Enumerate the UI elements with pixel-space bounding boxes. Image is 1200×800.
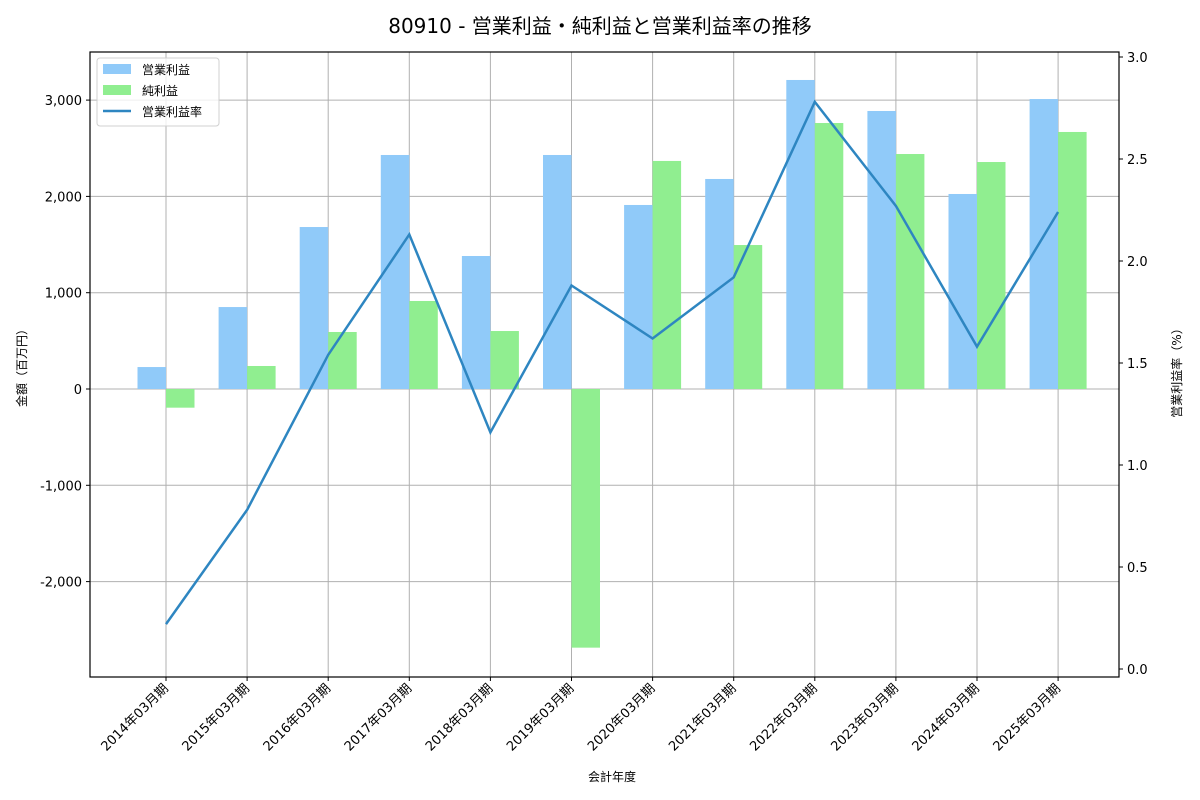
x-axis: 2014年03月期 2015年03月期 2016年03月期 2017年03月期 2018… (99, 677, 1064, 755)
y-tick-label: -2,000 (40, 576, 82, 591)
legend-swatch-operating-profit (103, 64, 131, 74)
x-tick-label: 2022年03月期 (747, 681, 820, 754)
legend-label: 営業利益 (142, 63, 190, 77)
x-tick-label: 2023年03月期 (828, 681, 901, 754)
plot-frame (89, 51, 1120, 678)
bar-operating-profit (624, 204, 653, 389)
bar-operating-profit (461, 256, 491, 389)
x-tick-label: 2016年03月期 (261, 681, 334, 754)
bar-net-profit (328, 331, 357, 389)
bar-operating-profit (137, 367, 166, 389)
operating-margin-line (164, 99, 1060, 625)
y-tick-label: 0 (74, 383, 82, 398)
x-tick-label: 2015年03月期 (180, 681, 253, 754)
y-axis-left: -2,000 -1,000 0 1,000 2,000 3,000 (40, 94, 90, 591)
x-tick-label: 2020年03月期 (585, 681, 658, 754)
x-tick-label: 2025年03月期 (991, 681, 1064, 754)
bar-operating-profit (218, 307, 248, 389)
chart-title: 80910 - 営業利益・純利益と営業利益率の推移 (388, 14, 812, 38)
bar-operating-profit (786, 79, 815, 389)
y-tick-label: 1,000 (45, 287, 82, 302)
x-tick-label: 2017年03月期 (342, 681, 415, 754)
bar-net-profit (895, 154, 925, 389)
bar-net-profit (571, 389, 600, 648)
x-tick-label: 2021年03月期 (666, 681, 739, 754)
bar-operating-profit (543, 154, 572, 389)
x-tick-label: 2018年03月期 (423, 681, 496, 754)
bar-net-profit (814, 123, 844, 389)
y2-tick-label: 1.0 (1127, 459, 1148, 474)
bar-net-profit (247, 365, 276, 389)
legend-box (96, 57, 220, 127)
bar-operating-profit (380, 154, 410, 389)
y2-tick-label: 2.5 (1127, 153, 1148, 168)
legend-swatch-net-profit (103, 85, 131, 95)
y-axis-label: 金額（百万円） (14, 323, 29, 407)
bar-operating-profit (867, 110, 896, 389)
legend-label: 純利益 (142, 84, 178, 98)
y2-tick-label: 0.5 (1127, 561, 1148, 576)
bar-net-profit (166, 389, 195, 408)
bar-net-profit (490, 331, 519, 389)
y-axis-right: 0.0 0.5 1.0 1.5 2.0 2.5 3.0 (1119, 51, 1148, 678)
bar-net-profit (1058, 131, 1087, 390)
bar-series (137, 79, 1087, 648)
legend-label: 営業利益率 (142, 104, 202, 119)
bar-net-profit (409, 300, 438, 389)
x-tick-label: 2024年03月期 (910, 681, 983, 754)
y-tick-label: -1,000 (40, 479, 82, 494)
y2-tick-label: 1.5 (1127, 357, 1148, 372)
bar-net-profit (652, 160, 682, 389)
y-tick-label: 2,000 (45, 190, 82, 205)
y2-tick-label: 3.0 (1127, 51, 1148, 66)
y-tick-label: 3,000 (45, 94, 82, 109)
bar-operating-profit (705, 178, 734, 389)
bar-operating-profit (1029, 99, 1059, 389)
line-series (164, 99, 1060, 625)
bar-operating-profit (948, 193, 977, 389)
y2-tick-label: 0.0 (1127, 663, 1148, 678)
y2-tick-label: 2.0 (1127, 255, 1148, 270)
x-axis-label: 会計年度 (588, 769, 636, 784)
bar-net-profit (977, 162, 1006, 389)
x-tick-label: 2014年03月期 (99, 681, 172, 754)
x-tick-label: 2019年03月期 (504, 681, 577, 754)
y2-axis-label: 営業利益率（%） (1169, 322, 1184, 417)
